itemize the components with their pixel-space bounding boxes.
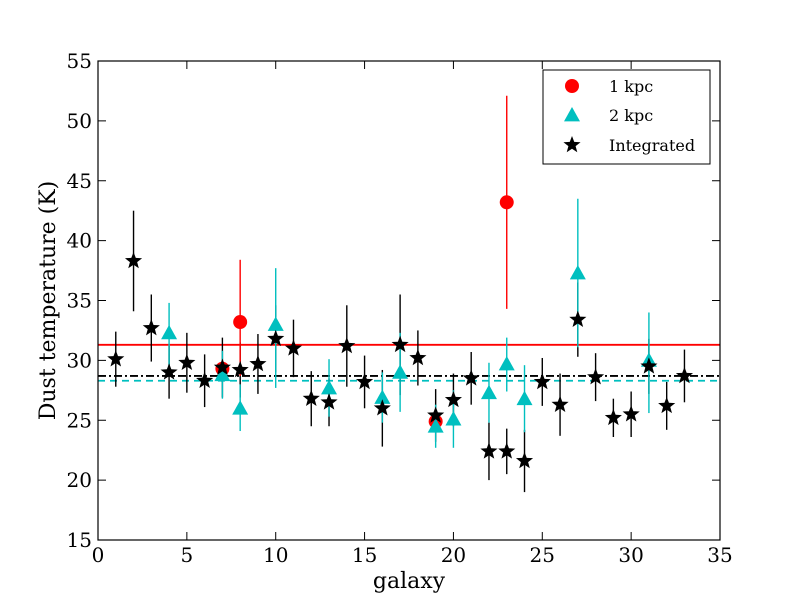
point-integrated	[444, 390, 462, 408]
point-2kpc	[374, 389, 391, 404]
legend: 1 kpc 2 kpc Integrated	[542, 69, 711, 165]
point-integrated	[284, 339, 303, 356]
axes: 0 5 10 15 20 25 30 35 15 20 25 30 35 40 45 50 55 galaxy…	[36, 49, 733, 594]
x-tick-label: 25	[530, 543, 555, 567]
x-ticks: 0 5 10 15 20 25 30 35	[92, 61, 733, 567]
legend-label-2kpc: 2 kpc	[609, 106, 653, 125]
point-1kpc	[233, 315, 248, 330]
point-integrated	[480, 442, 498, 459]
point-integrated	[124, 251, 143, 269]
point-2kpc	[161, 324, 178, 340]
x-tick-label: 30	[618, 543, 643, 567]
point-integrated	[107, 350, 125, 367]
point-2kpc	[232, 400, 249, 415]
legend-label-integrated: Integrated	[609, 136, 695, 155]
point-integrated	[604, 408, 622, 426]
point-integrated	[640, 357, 658, 374]
y-tick-label: 30	[67, 348, 92, 372]
point-1kpc	[499, 195, 514, 210]
data-markers	[107, 195, 694, 469]
point-integrated	[160, 363, 178, 380]
point-integrated	[373, 399, 391, 416]
point-integrated	[249, 354, 267, 372]
point-2kpc	[516, 390, 533, 406]
y-tick-label: 20	[67, 468, 92, 492]
point-2kpc	[427, 418, 444, 433]
point-integrated	[551, 395, 569, 412]
x-tick-label: 20	[441, 543, 466, 567]
point-2kpc	[569, 264, 586, 280]
point-integrated	[178, 353, 196, 371]
y-tick-label: 15	[67, 528, 92, 552]
point-integrated	[213, 358, 231, 375]
point-integrated	[409, 348, 427, 366]
point-integrated	[427, 406, 445, 423]
point-2kpc	[214, 366, 231, 382]
point-integrated	[515, 451, 534, 469]
legend-label-1kpc: 1 kpc	[609, 77, 653, 96]
point-integrated	[622, 405, 640, 422]
x-tick-label: 0	[92, 543, 105, 567]
x-axis-label: galaxy	[373, 569, 446, 594]
y-axis-label: Dust temperature (K)	[36, 181, 61, 421]
point-integrated	[196, 371, 214, 389]
mean-lines	[98, 343, 720, 382]
point-integrated	[356, 372, 374, 390]
point-2kpc	[445, 411, 462, 426]
y-tick-label: 25	[67, 408, 92, 432]
point-integrated	[587, 368, 605, 385]
point-2kpc	[392, 364, 409, 379]
y-tick-label: 45	[67, 169, 92, 193]
x-tick-label: 15	[352, 543, 377, 567]
point-2kpc	[480, 384, 497, 400]
point-integrated	[320, 393, 338, 410]
y-tick-label: 50	[67, 109, 92, 133]
y-tick-label: 40	[67, 229, 92, 253]
point-integrated	[658, 396, 676, 414]
legend-marker-integrated	[563, 136, 581, 153]
point-integrated	[675, 366, 694, 384]
legend-markers	[563, 79, 581, 153]
y-ticks: 15 20 25 30 35 40 45 50 55	[67, 49, 720, 552]
x-tick-label: 5	[180, 543, 193, 567]
point-integrated	[231, 360, 249, 378]
y-tick-label: 55	[67, 49, 92, 73]
point-integrated	[533, 372, 551, 390]
x-tick-label: 35	[707, 543, 732, 567]
x-tick-label: 10	[263, 543, 288, 567]
point-integrated	[569, 310, 587, 327]
point-2kpc	[498, 355, 515, 371]
y-tick-label: 35	[67, 289, 92, 313]
point-2kpc	[321, 379, 338, 395]
point-integrated	[302, 389, 320, 406]
point-2kpc	[267, 316, 284, 331]
point-integrated	[142, 319, 160, 336]
point-integrated	[338, 337, 356, 354]
point-integrated	[462, 369, 480, 386]
legend-marker-1kpc	[565, 79, 579, 93]
point-integrated	[391, 335, 409, 353]
point-integrated	[498, 442, 516, 459]
legend-marker-2kpc	[564, 107, 580, 122]
point-integrated	[267, 329, 285, 347]
